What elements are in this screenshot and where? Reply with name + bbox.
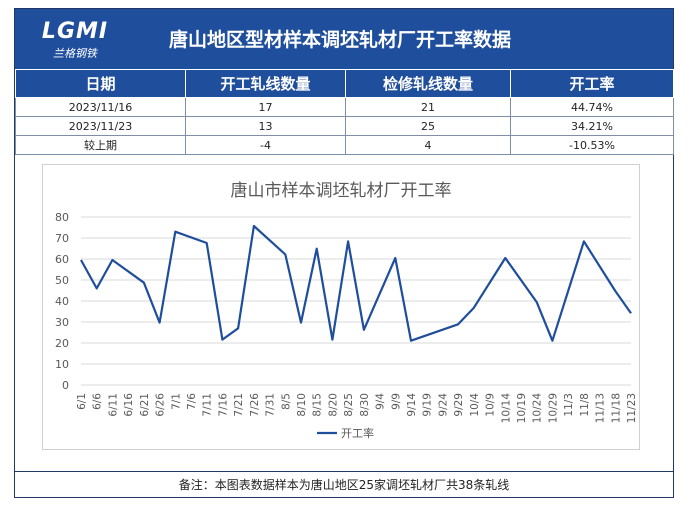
- table-cell: 34.21%: [510, 116, 674, 136]
- x-tick-label: 10/19: [516, 393, 528, 423]
- table-cell: 17: [185, 97, 346, 117]
- x-tick-label: 7/26: [249, 393, 261, 417]
- chart-legend: 开工率: [317, 426, 374, 440]
- x-tick-label: 6/21: [139, 393, 151, 417]
- y-tick-label: 0: [62, 379, 69, 392]
- chart-title: 唐山市样本调坯轧材厂开工率: [231, 180, 452, 201]
- x-tick-label: 11/8: [579, 393, 591, 417]
- table-row: 较上期 -4 4 -10.53%: [15, 135, 674, 155]
- x-tick-label: 10/24: [532, 393, 544, 424]
- y-tick-label: 80: [55, 211, 69, 224]
- x-tick-label: 8/15: [312, 393, 324, 417]
- x-tick-label: 7/16: [217, 393, 229, 417]
- x-tick-label: 9/29: [453, 393, 465, 417]
- x-tick-label: 7/11: [202, 393, 214, 417]
- table-cell: 13: [185, 116, 346, 136]
- table-cell: 较上期: [15, 135, 186, 155]
- x-tick-label: 9/4: [375, 393, 387, 410]
- x-tick-label: 8/10: [296, 393, 308, 417]
- column-header-operating-rate: 开工率: [510, 69, 674, 98]
- x-tick-label: 9/19: [422, 393, 434, 417]
- table-row: 2023/11/23 13 25 34.21%: [15, 116, 674, 136]
- x-tick-label: 11/23: [626, 393, 638, 423]
- data-table: 日期 开工轧线数量 检修轧线数量 开工率 2023/11/16 17 21 44…: [15, 69, 674, 155]
- y-tick-label: 40: [55, 295, 69, 308]
- x-tick-label: 6/1: [76, 393, 88, 410]
- table-cell: 2023/11/23: [15, 116, 186, 136]
- table-row: 2023/11/16 17 21 44.74%: [15, 97, 674, 117]
- table-cell: 21: [345, 97, 511, 117]
- x-tick-label: 8/5: [280, 393, 292, 410]
- y-tick-label: 70: [55, 232, 69, 245]
- x-tick-label: 7/1: [170, 393, 182, 410]
- table-header-row: 日期 开工轧线数量 检修轧线数量 开工率: [15, 69, 674, 98]
- column-header-maintenance-lines: 检修轧线数量: [345, 69, 511, 98]
- table-cell: 25: [345, 116, 511, 136]
- x-tick-label: 7/21: [233, 393, 245, 417]
- chart-container: 唐山市样本调坯轧材厂开工率 0 10 20 30 40 50 60 70 80 6/1 6/6 6/…: [42, 164, 640, 450]
- x-tick-label: 7/6: [186, 393, 198, 410]
- x-tick-label: 8/20: [327, 393, 339, 417]
- x-tick-label: 7/31: [265, 393, 277, 417]
- y-tick-label: 30: [55, 316, 69, 329]
- x-tick-label: 10/14: [500, 393, 512, 424]
- header-bar: LGMI 兰格钢铁 唐山地区型材样本调坯轧材厂开工率数据: [15, 9, 673, 69]
- table-cell: -4: [185, 135, 346, 155]
- x-tick-label: 11/3: [563, 393, 575, 417]
- y-tick-label: 60: [55, 253, 69, 266]
- logo-text: LGMI: [41, 19, 109, 44]
- y-tick-label: 50: [55, 274, 69, 287]
- column-header-date: 日期: [15, 69, 186, 98]
- x-tick-label: 10/4: [469, 393, 481, 417]
- legend-label: 开工率: [341, 426, 374, 440]
- series-line-operating-rate: [80, 224, 632, 342]
- y-tick-label: 20: [55, 337, 69, 350]
- footnote: 备注：本图表数据样本为唐山地区25家调坯轧材厂共38条轧线: [15, 471, 673, 498]
- x-tick-label: 6/11: [107, 393, 119, 417]
- x-tick-label: 11/18: [610, 393, 622, 423]
- column-header-running-lines: 开工轧线数量: [185, 69, 346, 98]
- table-cell: 4: [345, 135, 511, 155]
- x-tick-label: 6/6: [92, 393, 104, 410]
- table-cell: -10.53%: [510, 135, 674, 155]
- x-tick-label: 6/16: [123, 393, 135, 417]
- x-tick-label: 6/26: [155, 393, 167, 417]
- x-tick-label: 8/30: [359, 393, 371, 417]
- x-tick-label: 9/9: [390, 393, 402, 410]
- page-title: 唐山地区型材样本调坯轧材厂开工率数据: [169, 29, 512, 51]
- x-tick-label: 10/29: [547, 393, 559, 423]
- y-tick-label: 10: [55, 358, 69, 371]
- table-cell: 2023/11/16: [15, 97, 186, 117]
- report-frame: LGMI 兰格钢铁 唐山地区型材样本调坯轧材厂开工率数据 日期 开工轧线数量 检…: [14, 8, 674, 498]
- x-tick-label: 8/25: [343, 393, 355, 417]
- lgmi-logo: LGMI 兰格钢铁: [25, 15, 125, 63]
- x-tick-label: 9/14: [406, 393, 418, 417]
- table-cell: 44.74%: [510, 97, 674, 117]
- x-tick-label: 9/24: [437, 393, 449, 417]
- x-tick-label: 11/13: [595, 393, 607, 423]
- logo-subtitle: 兰格钢铁: [53, 47, 97, 60]
- x-tick-label: 10/9: [485, 393, 497, 417]
